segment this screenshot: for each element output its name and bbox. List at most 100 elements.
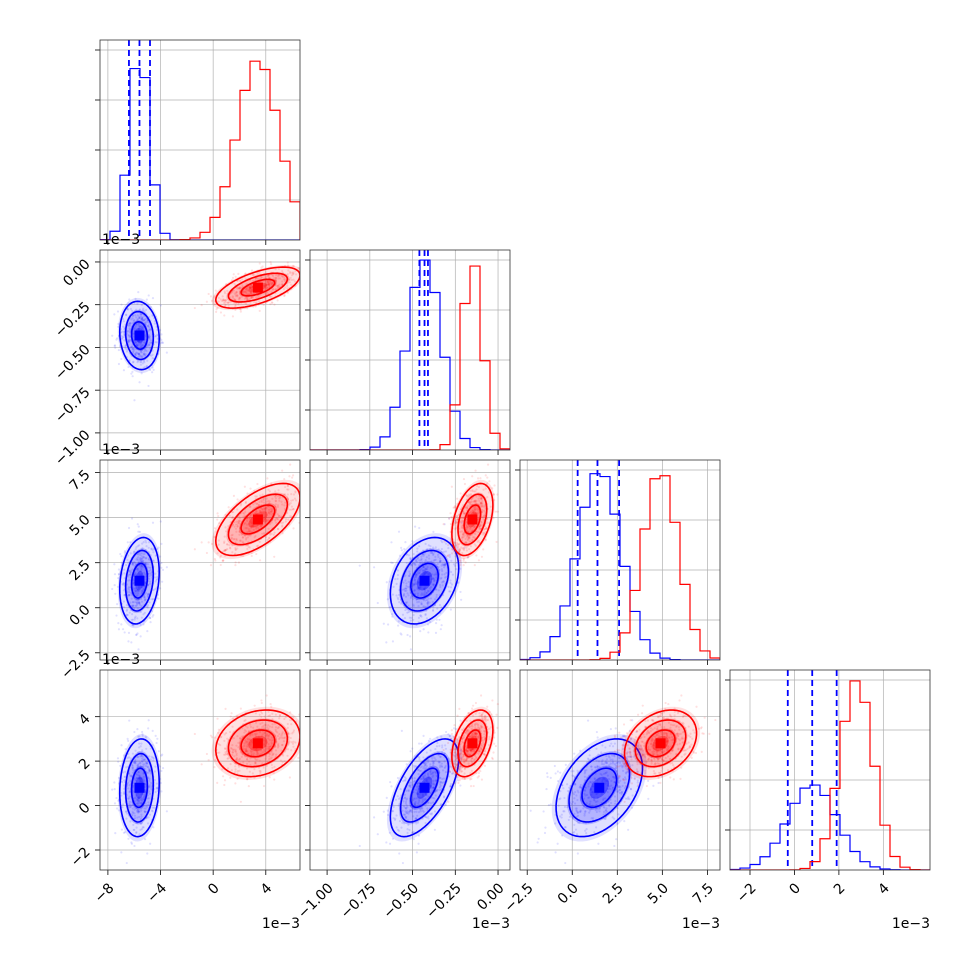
scatter-point: [127, 756, 131, 759]
scatter-point: [422, 734, 425, 737]
scatter-point: [409, 648, 412, 651]
scatter-point: [286, 496, 289, 499]
scatter-point: [231, 523, 235, 527]
scatter-point: [141, 586, 144, 589]
scatter-point: [140, 326, 143, 329]
scatter-point: [388, 605, 391, 609]
scatter-point: [154, 790, 157, 794]
scatter-point: [402, 581, 405, 584]
scatter-point: [274, 519, 277, 522]
scatter-point: [417, 587, 420, 590]
scatter-point: [402, 588, 406, 591]
scatter-point: [145, 810, 148, 814]
scatter-point: [234, 770, 237, 773]
scatter-point: [113, 344, 116, 348]
scatter-point: [141, 798, 144, 801]
scatter-point: [461, 770, 464, 773]
scatter-point: [249, 290, 252, 294]
scatter-point: [407, 580, 410, 583]
scatter-point: [228, 546, 232, 549]
scatter-point: [427, 777, 430, 780]
scatter-point: [290, 493, 293, 496]
scatter-point: [237, 741, 240, 745]
scatter-point: [258, 271, 261, 274]
scatter-point: [269, 753, 272, 756]
scatter-point: [140, 600, 144, 603]
scatter-point: [255, 749, 258, 753]
scatter-point: [419, 766, 422, 769]
scatter-point: [138, 308, 141, 311]
scatter-point: [416, 782, 419, 785]
scatter-point: [149, 305, 153, 309]
scatter-point: [209, 295, 213, 298]
scatter-point: [471, 490, 474, 493]
scatter-point: [277, 489, 280, 492]
scatter-point: [407, 594, 410, 597]
scatter-point: [265, 513, 268, 517]
scatter-point: [454, 748, 457, 751]
scatter-point: [126, 737, 129, 740]
scatter-point: [405, 602, 408, 605]
scatter-point: [464, 759, 468, 762]
scatter-point: [224, 304, 227, 307]
scatter-point: [131, 375, 134, 378]
scatter-point: [456, 514, 459, 517]
scatter-point: [427, 802, 430, 805]
scatter-point: [251, 525, 254, 528]
scatter-point: [444, 744, 447, 747]
scatter-point: [193, 732, 196, 736]
scatter-point: [452, 727, 456, 730]
scatter-point: [244, 747, 248, 751]
scatter-point: [480, 497, 483, 500]
scatter-point: [270, 295, 273, 298]
scatter-point: [213, 295, 216, 298]
scatter-point: [465, 745, 468, 748]
scatter-point: [267, 283, 271, 286]
scatter-point: [144, 321, 147, 324]
scatter-point: [133, 770, 136, 773]
scatter-point: [150, 785, 153, 788]
scatter-point: [145, 762, 148, 765]
scatter-point: [479, 477, 482, 480]
scatter-point: [159, 520, 162, 523]
scatter-point: [427, 554, 430, 557]
scatter-point: [140, 340, 143, 343]
scatter-point: [226, 543, 229, 546]
scatter-point: [449, 783, 453, 786]
scatter-point: [432, 546, 435, 549]
scatter-point: [421, 801, 424, 804]
scatter-point: [286, 261, 289, 264]
scatter-point: [270, 482, 273, 485]
scatter-point: [270, 532, 273, 535]
scatter-point: [135, 574, 138, 577]
scatter-point: [444, 764, 447, 768]
scatter-point: [237, 272, 240, 275]
scatter-point: [429, 580, 432, 583]
scatter-point: [257, 273, 260, 276]
scatter-point: [481, 738, 484, 742]
scatter-point: [420, 615, 423, 618]
scatter-point: [479, 497, 482, 500]
scatter-point: [247, 745, 250, 749]
scatter-point: [463, 768, 466, 771]
scatter-point: [414, 575, 417, 578]
scatter-point: [132, 347, 135, 350]
scatter-point: [410, 808, 413, 812]
scatter-point: [456, 518, 459, 521]
scatter-point: [231, 748, 235, 752]
scatter-point: [474, 701, 478, 705]
scatter-point: [425, 765, 428, 768]
axis-frame: [99, 459, 301, 661]
scatter-point: [414, 797, 417, 800]
scatter-point: [388, 580, 392, 583]
scatter-point: [149, 770, 152, 773]
scatter-point: [276, 744, 280, 747]
scatter-point: [222, 299, 225, 302]
scatter-point: [276, 504, 280, 507]
density-peak: [252, 282, 263, 293]
scatter-point: [478, 495, 481, 498]
scatter-point: [429, 791, 432, 795]
scatter-point: [405, 589, 408, 592]
scatter-point: [414, 817, 418, 820]
